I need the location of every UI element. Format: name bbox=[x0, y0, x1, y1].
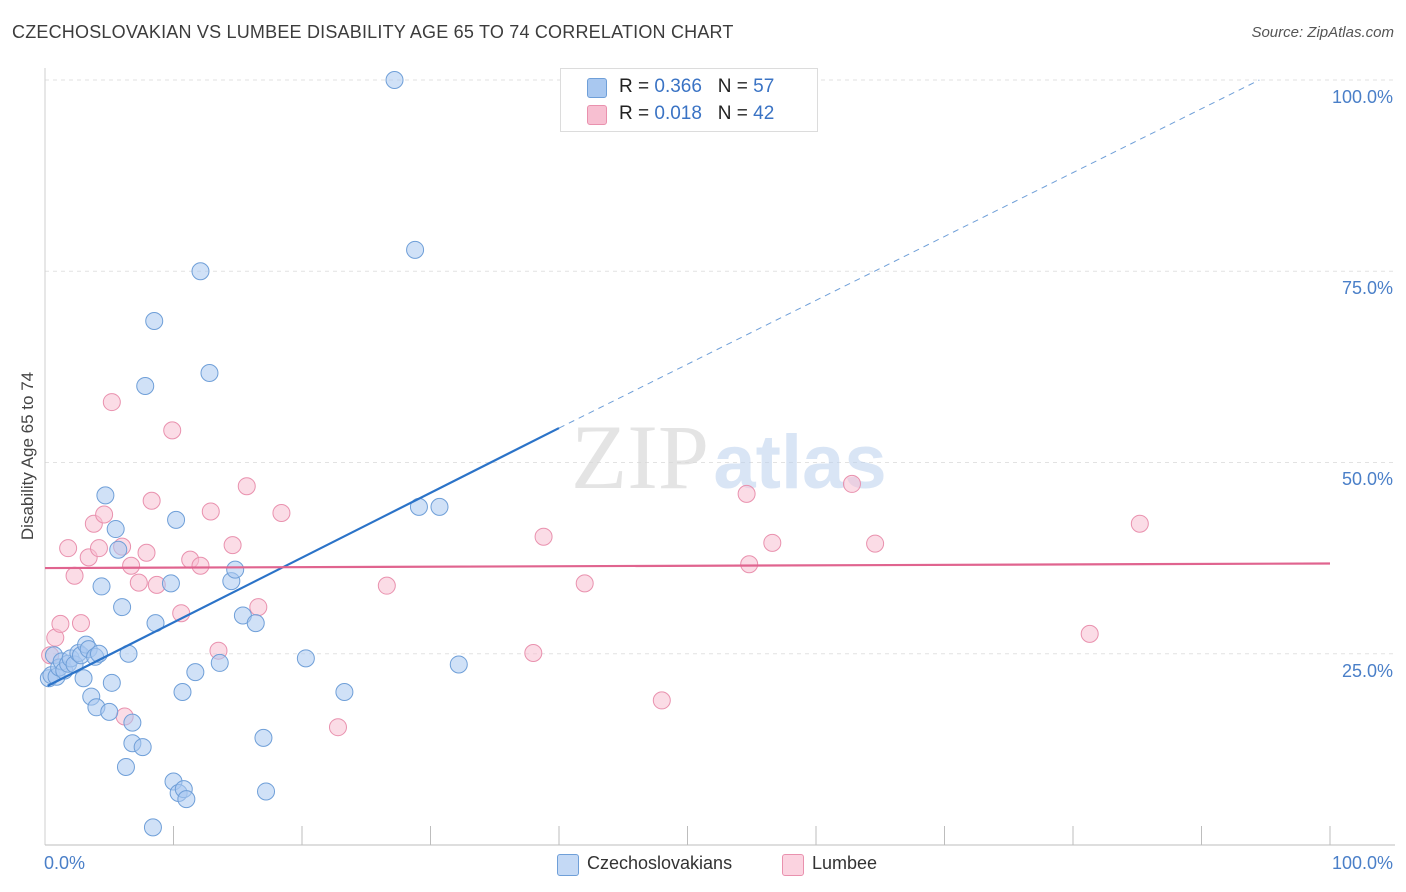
data-point bbox=[430, 497, 449, 516]
data-point bbox=[191, 556, 210, 575]
trend-line bbox=[44, 562, 1331, 570]
data-point bbox=[866, 534, 885, 553]
y-tick-label: 100.0% bbox=[1332, 87, 1393, 107]
data-point bbox=[842, 474, 861, 493]
data-point bbox=[173, 683, 192, 701]
y-tick-label: 50.0% bbox=[1342, 469, 1393, 489]
data-point bbox=[406, 240, 425, 259]
legend-label-czechoslovakians: Czechoslovakians bbox=[587, 853, 733, 873]
data-point bbox=[129, 573, 148, 592]
data-point bbox=[102, 393, 121, 412]
trend-extension bbox=[558, 79, 1260, 429]
data-point bbox=[210, 653, 229, 672]
data-point bbox=[296, 649, 315, 668]
r-value: 0.018 bbox=[654, 103, 702, 124]
data-point bbox=[145, 311, 164, 330]
data-point bbox=[92, 577, 111, 596]
x-tick-label: 100.0% bbox=[1332, 853, 1393, 873]
data-point bbox=[136, 377, 155, 395]
data-point bbox=[95, 505, 114, 524]
data-point bbox=[137, 543, 156, 562]
data-point bbox=[116, 757, 135, 776]
data-point bbox=[385, 71, 404, 89]
data-point bbox=[249, 598, 268, 617]
data-point bbox=[201, 502, 220, 521]
data-point bbox=[186, 663, 205, 682]
data-point bbox=[163, 421, 182, 440]
data-point bbox=[89, 539, 108, 558]
data-point bbox=[59, 539, 78, 558]
data-point bbox=[226, 560, 245, 579]
data-point bbox=[254, 728, 273, 747]
data-point bbox=[100, 702, 119, 721]
x-tick-label: 0.0% bbox=[44, 853, 85, 873]
data-point bbox=[65, 566, 84, 585]
data-point bbox=[122, 556, 141, 575]
y-tick-label: 25.0% bbox=[1342, 661, 1393, 681]
watermark-zip: ZIP bbox=[571, 406, 709, 508]
data-point bbox=[123, 713, 142, 732]
data-point bbox=[272, 503, 291, 522]
r-label: R = bbox=[619, 76, 655, 97]
data-point bbox=[109, 540, 128, 559]
data-point bbox=[113, 598, 132, 617]
data-point bbox=[524, 643, 543, 662]
data-point bbox=[740, 555, 759, 574]
legend-swatch-czechoslovakians bbox=[557, 854, 579, 876]
data-point bbox=[335, 683, 354, 701]
y-axis-label: Disability Age 65 to 74 bbox=[18, 371, 37, 541]
data-point bbox=[161, 574, 180, 593]
n-value: 42 bbox=[753, 103, 775, 124]
legend-swatch-lumbee bbox=[782, 854, 804, 876]
data-point bbox=[328, 718, 347, 737]
data-point bbox=[200, 363, 219, 382]
data-point bbox=[737, 484, 756, 503]
data-point bbox=[449, 655, 468, 674]
data-point bbox=[246, 614, 265, 633]
trend-line bbox=[47, 427, 560, 687]
data-point bbox=[96, 486, 115, 505]
stats-legend: R = 0.366 N = 57 R = 0.018 N = 42 bbox=[560, 68, 818, 132]
n-label: N = bbox=[717, 103, 754, 124]
data-point bbox=[133, 738, 152, 757]
data-point bbox=[257, 782, 276, 801]
data-point bbox=[652, 691, 671, 710]
data-point bbox=[534, 527, 553, 546]
data-point bbox=[237, 477, 256, 496]
data-point bbox=[102, 673, 121, 692]
swatch-czechoslovakians bbox=[587, 78, 607, 98]
data-point bbox=[763, 533, 782, 552]
legend-label-lumbee: Lumbee bbox=[812, 853, 878, 873]
n-label: N = bbox=[717, 76, 754, 97]
data-point bbox=[71, 614, 90, 633]
data-point bbox=[1130, 514, 1149, 533]
data-point bbox=[106, 520, 125, 539]
r-label: R = bbox=[619, 103, 655, 124]
chart-title: CZECHOSLOVAKIAN VS LUMBEE DISABILITY AGE… bbox=[12, 22, 734, 42]
series-legend: Czechoslovakians Lumbee bbox=[0, 852, 1406, 878]
swatch-lumbee bbox=[587, 105, 607, 125]
data-point bbox=[575, 574, 594, 593]
data-point bbox=[143, 818, 162, 837]
data-point bbox=[167, 510, 186, 529]
data-point bbox=[177, 790, 196, 809]
data-point bbox=[51, 614, 70, 633]
data-point bbox=[191, 262, 210, 281]
data-point bbox=[1080, 624, 1099, 643]
data-point bbox=[223, 536, 242, 555]
data-point bbox=[377, 576, 396, 595]
y-tick-label: 75.0% bbox=[1342, 278, 1393, 298]
data-point bbox=[142, 491, 161, 510]
r-value: 0.366 bbox=[654, 76, 702, 97]
source-label: Source: ZipAtlas.com bbox=[1251, 24, 1394, 41]
n-value: 57 bbox=[753, 76, 775, 97]
data-point bbox=[74, 669, 93, 688]
